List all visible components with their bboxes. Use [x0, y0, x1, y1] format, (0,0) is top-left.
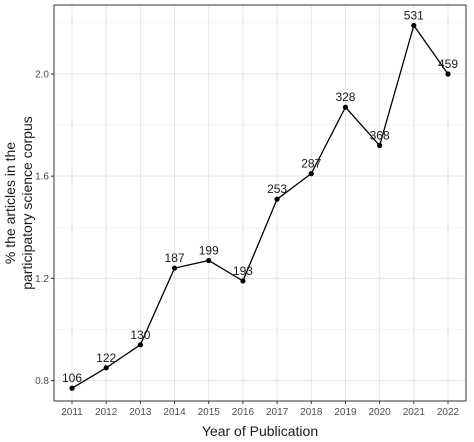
y-tick-label: 1.6 [35, 172, 49, 183]
x-axis-title: Year of Publication [202, 423, 318, 439]
y-tick-label: 0.8 [35, 376, 49, 387]
data-point [342, 104, 349, 110]
data-points [69, 22, 451, 391]
data-labels: 106 122 130 187 199 193 253 287 328 368 531 459 [62, 8, 458, 385]
x-tick-label: 2011 [61, 407, 83, 418]
data-point [137, 342, 143, 348]
y-tick-label: 2.0 [35, 69, 49, 80]
data-point [308, 171, 314, 177]
x-tick-label: 2022 [437, 407, 460, 418]
x-tick-label: 2014 [163, 407, 186, 418]
data-label: 187 [165, 251, 185, 265]
x-tick-label: 2017 [266, 407, 289, 418]
y-axis: 0.8 1.2 1.6 2.0 [35, 69, 54, 387]
y-axis-title-line-2: participatory science corpus [19, 116, 35, 290]
y-tick-label: 1.2 [35, 274, 49, 285]
data-label: 459 [438, 57, 458, 71]
data-label: 328 [335, 90, 355, 104]
data-label: 287 [301, 157, 321, 171]
x-tick-label: 2018 [300, 407, 323, 418]
data-label: 130 [130, 328, 150, 342]
data-label: 199 [199, 243, 219, 257]
data-point [206, 257, 212, 264]
x-tick-label: 2019 [334, 407, 357, 418]
plot-panel [53, 4, 467, 402]
data-label: 106 [62, 371, 82, 385]
data-point [240, 278, 246, 284]
y-axis-title-line-1: % the articles in the [2, 142, 18, 264]
data-label: 122 [96, 351, 116, 365]
data-point [103, 365, 109, 371]
x-tick-label: 2012 [95, 407, 118, 418]
x-tick-label: 2020 [369, 407, 392, 418]
data-point [274, 196, 280, 202]
x-tick-label: 2016 [232, 407, 255, 418]
x-axis: 2011 2012 2013 2014 2015 2016 2017 2018 2019 2020… [61, 401, 460, 418]
x-tick-label: 2015 [198, 407, 221, 418]
data-label: 193 [233, 264, 253, 278]
grid [54, 5, 466, 401]
series-line [71, 23, 449, 389]
data-label: 253 [267, 182, 287, 196]
data-point [171, 265, 178, 271]
x-tick-label: 2021 [403, 407, 426, 418]
x-tick-label: 2013 [129, 407, 152, 418]
data-point [377, 142, 383, 149]
data-label: 368 [370, 129, 390, 143]
data-point [69, 385, 75, 391]
data-point [445, 71, 451, 77]
data-point [411, 22, 417, 29]
data-label: 531 [404, 8, 424, 22]
